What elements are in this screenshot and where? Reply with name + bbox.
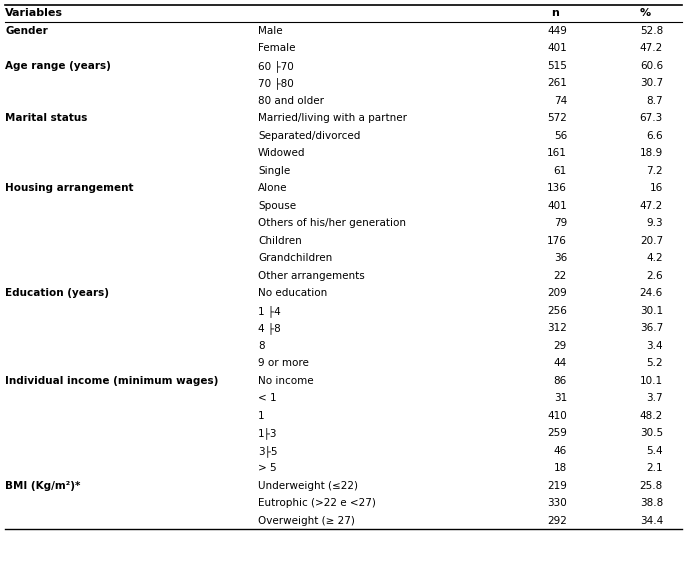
Text: 401: 401 [548, 201, 567, 211]
Text: Married/living with a partner: Married/living with a partner [258, 113, 407, 123]
Text: Underweight (≤22): Underweight (≤22) [258, 481, 358, 491]
Text: 80 and older: 80 and older [258, 96, 324, 106]
Text: BMI (Kg/m²)*: BMI (Kg/m²)* [5, 481, 80, 491]
Text: %: % [640, 9, 651, 18]
Text: 18.9: 18.9 [640, 148, 663, 158]
Text: 74: 74 [554, 96, 567, 106]
Text: Single: Single [258, 166, 290, 176]
Text: 10.1: 10.1 [640, 376, 663, 386]
Text: < 1: < 1 [258, 393, 277, 403]
Text: Widowed: Widowed [258, 148, 306, 158]
Text: 47.2: 47.2 [640, 43, 663, 53]
Text: Overweight (≥ 27): Overweight (≥ 27) [258, 516, 355, 526]
Text: Education (years): Education (years) [5, 288, 109, 298]
Text: 2.1: 2.1 [646, 463, 663, 473]
Text: Housing arrangement: Housing arrangement [5, 183, 133, 194]
Text: 261: 261 [547, 78, 567, 88]
Text: 22: 22 [554, 271, 567, 281]
Text: 136: 136 [547, 183, 567, 194]
Text: 29: 29 [554, 341, 567, 351]
Text: 36.7: 36.7 [640, 323, 663, 334]
Text: > 5: > 5 [258, 463, 277, 473]
Text: 18: 18 [554, 463, 567, 473]
Text: 60.6: 60.6 [640, 60, 663, 71]
Text: Others of his/her generation: Others of his/her generation [258, 218, 406, 228]
Text: Variables: Variables [5, 9, 63, 18]
Text: 8.7: 8.7 [646, 96, 663, 106]
Text: 30.5: 30.5 [640, 428, 663, 438]
Text: 4.2: 4.2 [646, 253, 663, 263]
Text: 1├3: 1├3 [258, 427, 278, 439]
Text: 38.8: 38.8 [640, 498, 663, 508]
Text: 34.4: 34.4 [640, 516, 663, 526]
Text: 3.4: 3.4 [646, 341, 663, 351]
Text: 30.7: 30.7 [640, 78, 663, 88]
Text: Male: Male [258, 26, 282, 36]
Text: No income: No income [258, 376, 314, 386]
Text: Age range (years): Age range (years) [5, 60, 111, 71]
Text: 60 ├70: 60 ├70 [258, 60, 294, 71]
Text: 219: 219 [547, 481, 567, 491]
Text: 86: 86 [554, 376, 567, 386]
Text: 7.2: 7.2 [646, 166, 663, 176]
Text: 16: 16 [650, 183, 663, 194]
Text: Individual income (minimum wages): Individual income (minimum wages) [5, 376, 218, 386]
Text: Grandchildren: Grandchildren [258, 253, 333, 263]
Text: 56: 56 [554, 131, 567, 141]
Text: 8: 8 [258, 341, 264, 351]
Text: 46: 46 [554, 446, 567, 456]
Text: 67.3: 67.3 [640, 113, 663, 123]
Text: Female: Female [258, 43, 295, 53]
Text: 312: 312 [547, 323, 567, 334]
Text: 449: 449 [547, 26, 567, 36]
Text: Eutrophic (>22 e <27): Eutrophic (>22 e <27) [258, 498, 376, 508]
Text: 31: 31 [554, 393, 567, 403]
Text: 9.3: 9.3 [646, 218, 663, 228]
Text: Children: Children [258, 236, 302, 246]
Text: 52.8: 52.8 [640, 26, 663, 36]
Text: 5.2: 5.2 [646, 358, 663, 368]
Text: 292: 292 [547, 516, 567, 526]
Text: 572: 572 [547, 113, 567, 123]
Text: Other arrangements: Other arrangements [258, 271, 365, 281]
Text: Alone: Alone [258, 183, 287, 194]
Text: No education: No education [258, 288, 327, 298]
Text: 5.4: 5.4 [646, 446, 663, 456]
Text: n: n [551, 9, 559, 18]
Text: 70 ├80: 70 ├80 [258, 77, 294, 89]
Text: 44: 44 [554, 358, 567, 368]
Text: 4 ├8: 4 ├8 [258, 323, 281, 334]
Text: 61: 61 [554, 166, 567, 176]
Text: 20.7: 20.7 [640, 236, 663, 246]
Text: 209: 209 [548, 288, 567, 298]
Text: Separated/divorced: Separated/divorced [258, 131, 361, 141]
Text: 47.2: 47.2 [640, 201, 663, 211]
Text: 330: 330 [548, 498, 567, 508]
Text: 256: 256 [547, 306, 567, 316]
Text: 24.6: 24.6 [640, 288, 663, 298]
Text: 36: 36 [554, 253, 567, 263]
Text: 9 or more: 9 or more [258, 358, 309, 368]
Text: 259: 259 [547, 428, 567, 438]
Text: 410: 410 [548, 411, 567, 420]
Text: 176: 176 [547, 236, 567, 246]
Text: 401: 401 [548, 43, 567, 53]
Text: 161: 161 [547, 148, 567, 158]
Text: 79: 79 [554, 218, 567, 228]
Text: Gender: Gender [5, 26, 48, 36]
Text: 6.6: 6.6 [646, 131, 663, 141]
Text: 48.2: 48.2 [640, 411, 663, 420]
Text: 3.7: 3.7 [646, 393, 663, 403]
Text: 25.8: 25.8 [640, 481, 663, 491]
Text: 1: 1 [258, 411, 264, 420]
Text: 30.1: 30.1 [640, 306, 663, 316]
Text: 3├5: 3├5 [258, 445, 278, 457]
Text: Spouse: Spouse [258, 201, 296, 211]
Text: 515: 515 [547, 60, 567, 71]
Text: 2.6: 2.6 [646, 271, 663, 281]
Text: Marital status: Marital status [5, 113, 87, 123]
Text: 1 ├4: 1 ├4 [258, 305, 281, 317]
